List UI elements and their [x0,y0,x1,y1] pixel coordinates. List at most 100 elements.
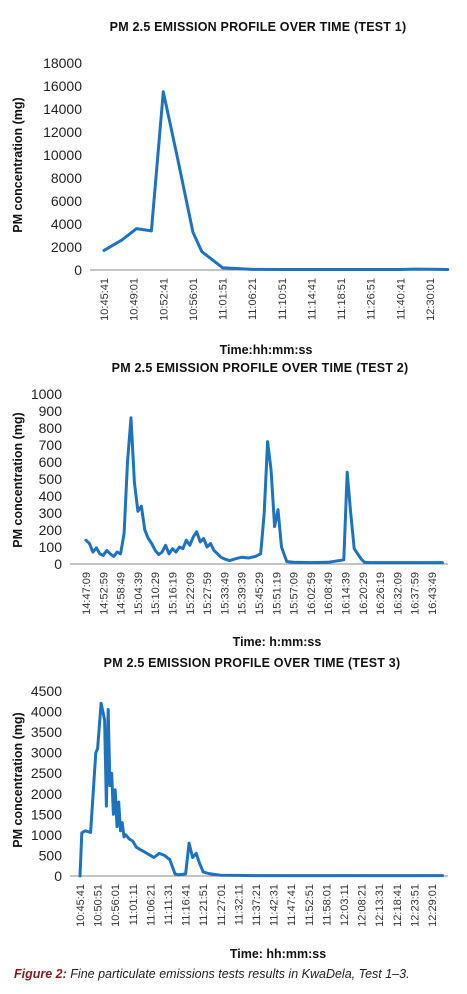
data-point [221,266,224,269]
x-tick-label: 14:58:49 [116,572,128,615]
y-tick-label: 4000 [31,704,62,720]
x-tick-label: 12:23:51 [409,884,421,927]
y-tick-label: 2000 [51,239,82,255]
x-tick-label: 10:45:41 [99,278,111,321]
data-point [207,872,210,875]
data-point [353,547,356,550]
data-point [273,525,276,528]
data-point [240,556,243,558]
data-point [119,553,122,555]
x-tick-label: 16:02:59 [306,572,318,615]
data-point [174,873,176,875]
y-tick-label: 0 [54,556,62,572]
chart-title: PM 2.5 EMISSION PROFILE OVER TIME (TEST … [112,361,409,375]
data-point [109,784,111,787]
data-point [369,268,372,271]
data-point [431,874,433,877]
data-point [290,874,293,877]
x-tick-label: 16:37:59 [410,572,422,615]
x-tick-label: 12:13:31 [374,884,386,927]
x-tick-label: 16:14:39 [341,572,353,615]
data-point [164,544,167,547]
data-point [213,873,215,876]
data-point [285,560,288,563]
data-point [169,858,171,861]
y-tick-label: 8000 [51,170,82,186]
y-tick-label: 0 [54,868,62,884]
data-point [234,558,236,560]
data-point [431,561,433,564]
x-tick-label: 16:20:29 [358,572,370,615]
y-tick-label: 0 [74,262,82,278]
y-tick-label: 200 [39,522,63,538]
data-point [110,772,113,774]
x-tick-label: 16:43:49 [427,572,439,615]
x-tick-label: 12:30:01 [425,278,437,321]
y-tick-label: 1000 [31,386,62,402]
x-tick-label: 10:56:01 [110,884,122,927]
y-tick-label: 500 [39,847,63,863]
x-tick-label: 14:47:09 [81,572,93,615]
data-point [81,832,83,834]
x-tick-label: 11:27:01 [216,884,228,926]
y-tick-label: 4000 [51,216,82,232]
data-point [277,508,279,511]
y-tick-label: 1500 [31,806,62,822]
x-tick-label: 15:10:29 [150,572,162,615]
y-tick-label: 700 [39,437,63,453]
data-point [201,250,203,253]
data-point [198,862,201,865]
y-tick-label: 800 [39,420,63,436]
x-tick-label: 12:18:41 [392,884,404,927]
data-point [85,539,87,541]
data-point [308,874,310,877]
x-tick-label: 15:45:29 [254,572,266,615]
x-tick-label: 11:06:21 [145,884,157,926]
y-tick-label: 12000 [43,124,82,140]
data-point [255,874,257,877]
data-point [140,505,143,508]
x-tick-label: 11:18:51 [336,278,348,320]
y-axis-label: PM concentration (mg) [11,412,25,547]
data-point [396,874,398,877]
data-point [125,834,127,836]
data-point [175,551,177,553]
data-point [327,561,330,564]
x-tick-label: 16:08:49 [323,572,335,615]
chart-test-3: PM 2.5 EMISSION PROFILE OVER TIME (TEST … [11,656,448,961]
y-tick-label: 6000 [51,193,82,209]
data-point [163,854,166,857]
data-point [247,557,250,559]
data-point [106,549,108,552]
data-point [202,871,204,873]
data-point [116,825,118,828]
data-point [399,268,402,271]
data-point [171,547,174,550]
x-tick-label: 15:16:19 [168,572,180,615]
data-point [220,874,222,876]
series-line [84,416,444,565]
data-point [195,852,197,855]
y-tick-label: 3000 [31,745,62,761]
data-point [79,875,81,877]
x-tick-label: 11:40:41 [395,278,407,320]
data-point [356,553,359,555]
data-point [157,553,160,556]
x-tick-label: 11:01:11 [128,884,140,925]
data-point [162,91,165,93]
x-tick-label: 16:32:09 [392,572,404,615]
x-tick-label: 12:29:01 [427,884,439,927]
data-point [142,850,145,853]
data-point [310,268,313,271]
y-tick-label: 2000 [31,786,62,802]
x-tick-label: 15:22:09 [185,572,197,615]
data-point [103,249,105,252]
x-tick-label: 10:50:51 [93,884,105,927]
y-tick-label: 900 [39,403,63,419]
data-point [107,708,109,711]
data-point [378,874,381,877]
x-tick-label: 11:58:01 [321,884,333,926]
data-point [103,719,106,721]
data-point [177,874,180,876]
data-point [114,788,116,791]
